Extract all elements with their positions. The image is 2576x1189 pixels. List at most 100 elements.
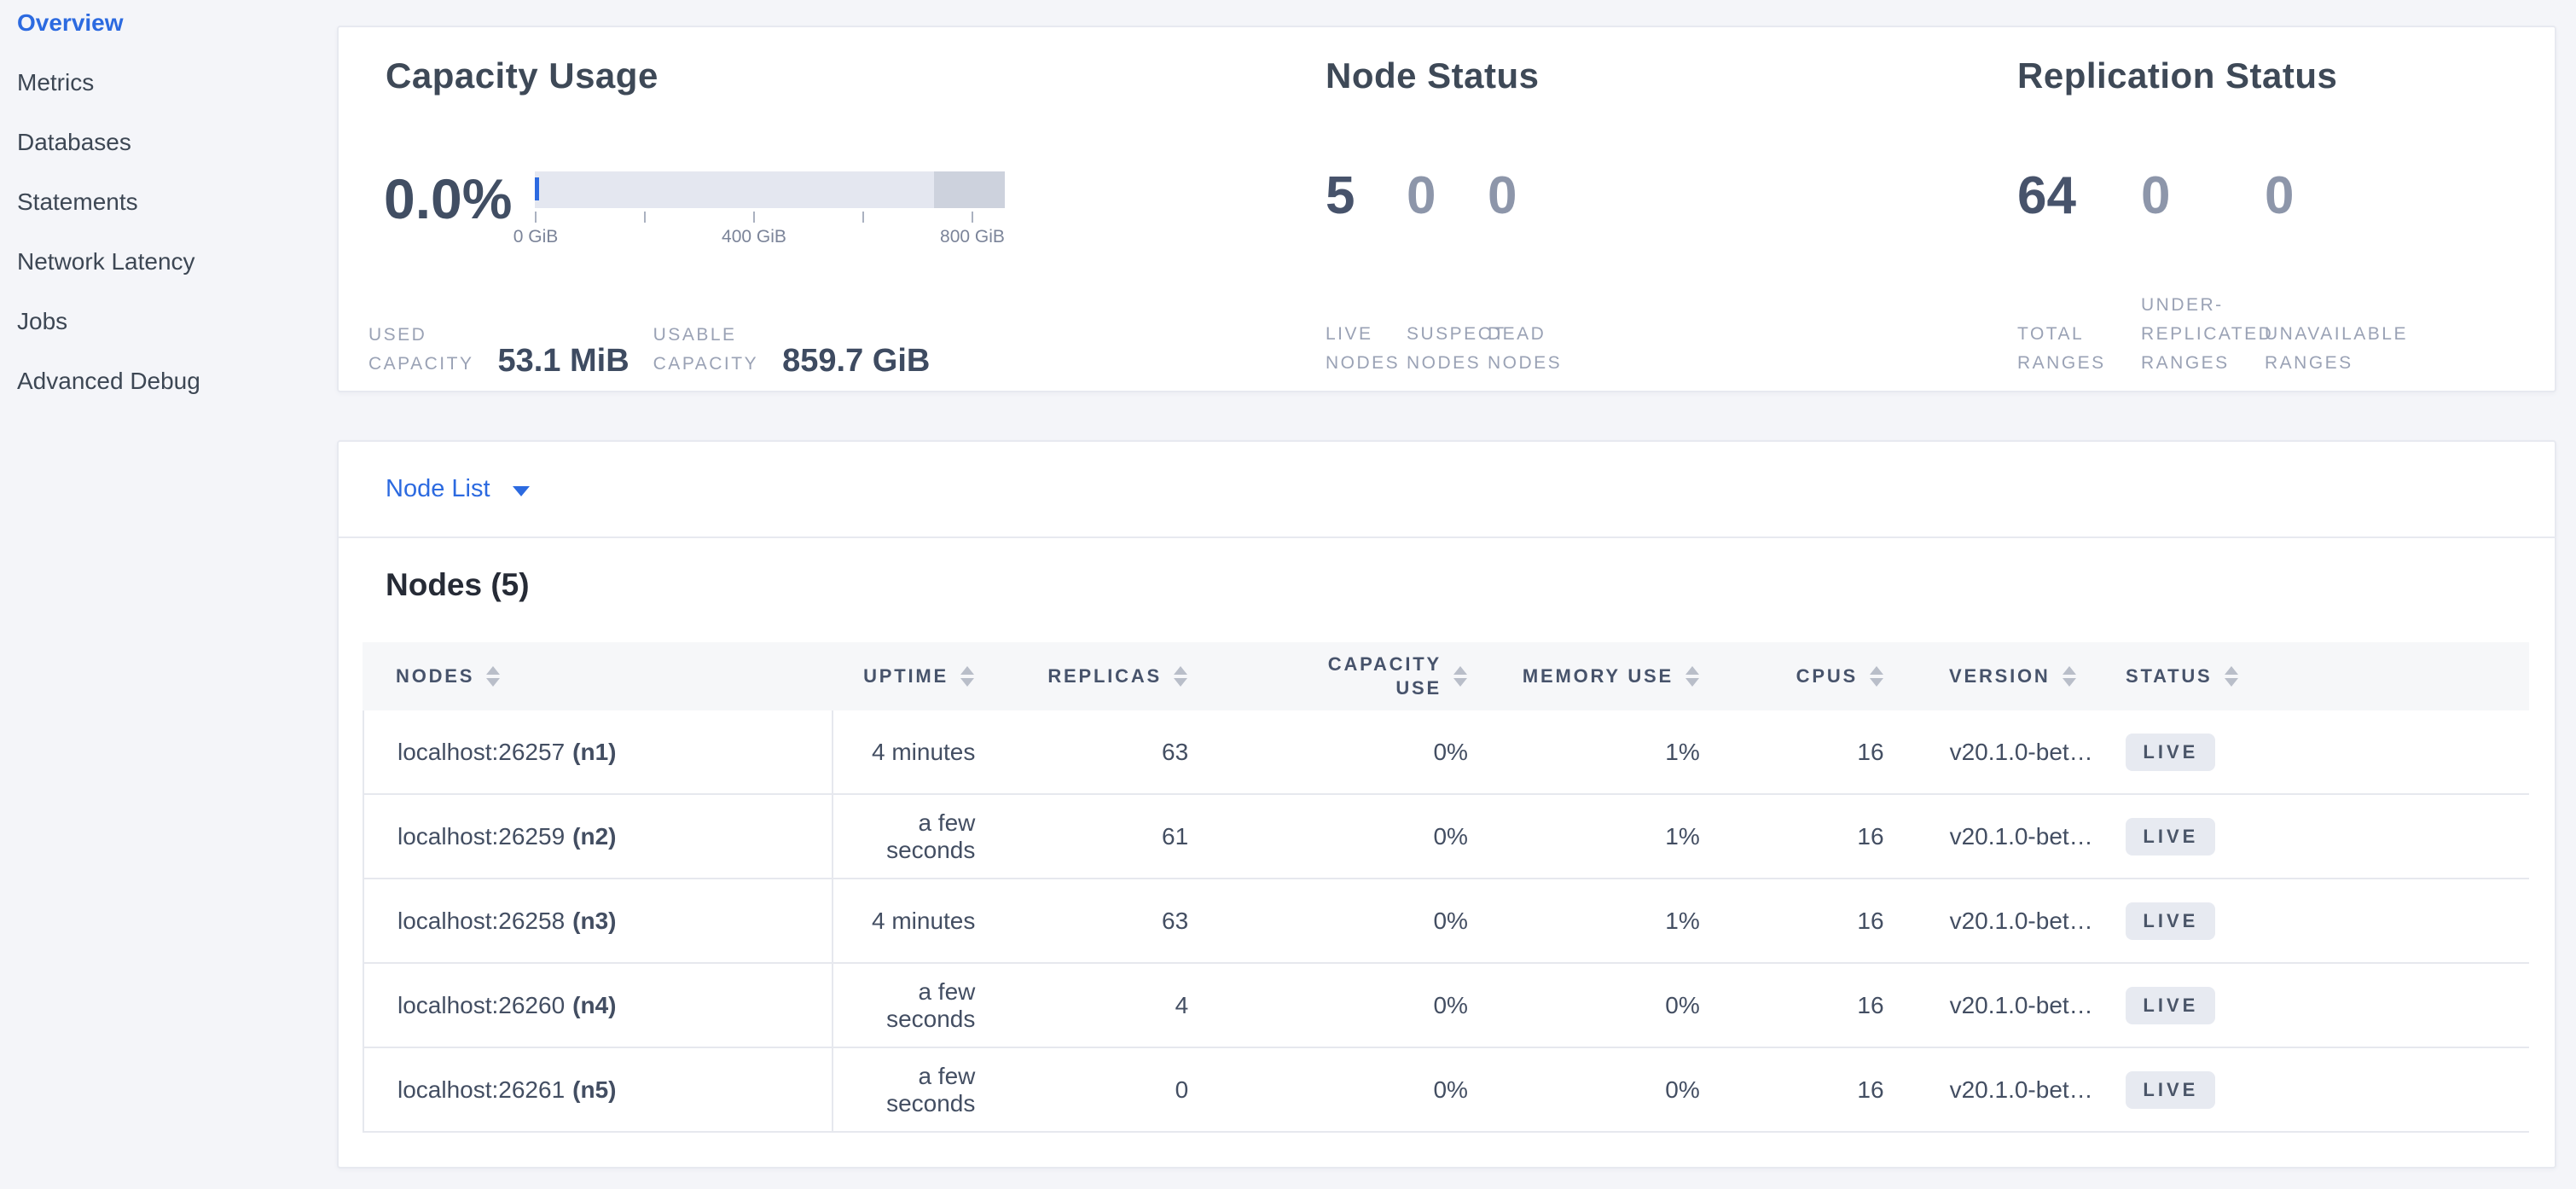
version-cell: v20.1.0-bet… [1949,738,2093,765]
version-cell: v20.1.0-bet… [1949,1076,2093,1103]
total-ranges-count: 64 [2017,166,2076,225]
sidebar-item-overview[interactable]: Overview [17,9,124,36]
usable-capacity-stat: USABLE CAPACITY 859.7 GiB [653,321,931,379]
memory-use-cell: 1% [1665,738,1700,765]
sidebar-item-network-latency[interactable]: Network Latency [17,248,195,275]
replicas-cell: 63 [1162,907,1189,934]
column-header-uptime[interactable]: UPTIME [832,664,1015,688]
cpus-cell: 16 [1857,1076,1884,1103]
table-row-node-5[interactable]: localhost:26261 (n5) a few seconds 0 0% … [364,1048,2529,1133]
sidebar-item-jobs[interactable]: Jobs [17,308,68,334]
axis-tick [753,212,755,223]
node-id: (n3) [572,907,617,934]
version-cell: v20.1.0-bet… [1949,991,2093,1018]
memory-use-cell: 0% [1665,1076,1700,1103]
capacity-use-cell: 0% [1433,738,1468,765]
sort-icon [1870,666,1883,687]
node-address: localhost:26261 [397,1076,566,1103]
table-row-node-4[interactable]: localhost:26260 (n4) a few seconds 4 0% … [364,964,2529,1048]
column-header-nodes[interactable]: NODES [363,664,832,688]
suspect-nodes-label: SUSPECT NODES [1407,324,1506,373]
column-header-capacity-use[interactable]: CAPACITY USE [1228,652,1510,700]
capacity-stats: USED CAPACITY 53.1 MiB USABLE CAPACITY 8… [368,321,930,379]
node-id: (n1) [572,738,617,765]
column-label: CPUS [1796,665,1858,687]
node-address-cell: localhost:26257 (n1) [364,710,833,793]
column-header-version[interactable]: VERSION [1923,664,2103,688]
node-id: (n4) [572,991,617,1018]
status-cell: LIVE [2103,986,2529,1024]
capacity-use-cell: 0% [1433,822,1468,850]
memory-use-cell: 1% [1665,907,1700,934]
column-label: MEMORY USE [1522,665,1674,687]
column-header-status[interactable]: STATUS [2103,664,2529,688]
nodes-table-body: localhost:26257 (n1) 4 minutes 63 0% 1% … [363,710,2529,1133]
replicas-cell: 61 [1162,822,1189,850]
nodes-table: NODES UPTIME REPLICAS CAPACITY USE MEMOR… [363,642,2529,1133]
live-nodes-count: 5 [1326,166,1355,225]
caret-down-icon [512,485,530,496]
column-header-replicas[interactable]: REPLICAS [1015,664,1228,688]
node-list-dropdown-label: Node List [386,475,490,502]
usable-capacity-label: USABLE CAPACITY [653,325,759,374]
node-list-dropdown[interactable]: Node List [386,475,530,503]
table-row-node-1[interactable]: localhost:26257 (n1) 4 minutes 63 0% 1% … [364,710,2529,795]
node-address: localhost:26260 [397,991,566,1018]
table-row-node-3[interactable]: localhost:26258 (n3) 4 minutes 63 0% 1% … [364,879,2529,964]
sort-icon [960,666,974,687]
sort-icon [2062,666,2076,687]
node-status-title: Node Status [1326,55,1540,96]
sort-icon [1685,666,1699,687]
status-badge: LIVE [2126,733,2216,771]
axis-tick-label: 400 GiB [722,227,786,246]
under-replicated-ranges-count: 0 [2141,166,2171,225]
under-replicated-ranges-label: UNDER- REPLICATED RANGES [2141,295,2274,373]
capacity-bar-used-segment [535,177,539,200]
version-cell: v20.1.0-bet… [1949,907,2093,934]
sidebar-item-databases[interactable]: Databases [17,129,131,155]
node-id: (n2) [572,822,617,850]
column-label: VERSION [1949,665,2051,687]
node-address: localhost:26257 [397,738,566,765]
node-status-values: 5 0 0 [1326,166,1569,225]
axis-tick [644,212,646,223]
replicas-cell: 63 [1162,738,1189,765]
capacity-used-percent: 0.0% [384,167,513,230]
column-label: NODES [396,665,475,687]
sidebar-item-advanced-debug[interactable]: Advanced Debug [17,368,200,394]
column-header-memory-use[interactable]: MEMORY USE [1510,664,1740,688]
cpus-cell: 16 [1857,991,1884,1018]
node-address-cell: localhost:26261 (n5) [364,1048,833,1131]
sidebar-item-metrics[interactable]: Metrics [17,69,95,96]
version-cell: v20.1.0-bet… [1949,822,2093,850]
uptime-cell: a few seconds [886,809,976,863]
capacity-use-cell: 0% [1433,1076,1468,1103]
capacity-bar-tail-segment [934,171,1005,208]
column-header-cpus[interactable]: CPUS [1740,664,1923,688]
column-label: STATUS [2126,665,2213,687]
usable-capacity-value: 859.7 GiB [782,343,931,379]
live-nodes-label: LIVE NODES [1326,324,1401,373]
sidebar-item-statements[interactable]: Statements [17,188,138,215]
table-row-node-2[interactable]: localhost:26259 (n2) a few seconds 61 0%… [364,795,2529,879]
sidebar: Overview Metrics Databases Statements Ne… [0,0,337,411]
memory-use-cell: 1% [1665,822,1700,850]
sort-icon [2224,666,2238,687]
status-badge: LIVE [2126,986,2216,1024]
cpus-cell: 16 [1857,907,1884,934]
memory-use-cell: 0% [1665,991,1700,1018]
sort-icon [1174,666,1187,687]
replication-values: 64 0 0 [2017,166,2388,225]
dead-nodes-label: DEAD NODES [1488,324,1563,373]
cpus-cell: 16 [1857,822,1884,850]
node-address: localhost:26259 [397,822,566,850]
sort-icon [486,666,501,687]
replication-status-title: Replication Status [2017,55,2338,96]
uptime-cell: 4 minutes [871,907,976,934]
axis-tick-label: 0 GiB [513,227,559,246]
status-badge: LIVE [2126,1070,2216,1109]
uptime-cell: 4 minutes [871,738,976,765]
total-ranges-label: TOTAL RANGES [2017,324,2106,373]
column-label: REPLICAS [1047,665,1162,687]
node-address-cell: localhost:26259 (n2) [364,795,833,878]
